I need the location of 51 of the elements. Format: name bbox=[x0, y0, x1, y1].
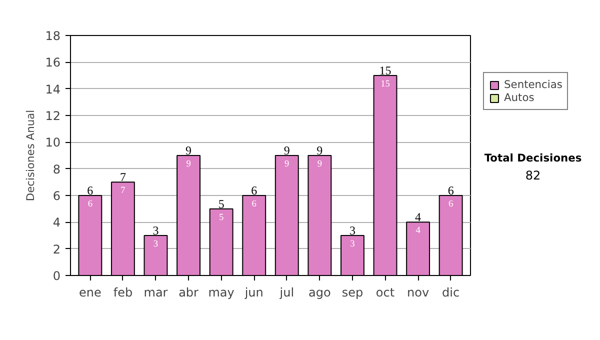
y-tick-label: 12 bbox=[45, 109, 61, 123]
y-axis-title: Decisiones Anual bbox=[24, 110, 38, 202]
total-label: 9 bbox=[316, 144, 323, 158]
text: Total Decisiones bbox=[484, 152, 582, 165]
x-tick-label: jun bbox=[244, 286, 264, 300]
total-label: 6 bbox=[251, 184, 258, 198]
x-tick-label: nov bbox=[407, 286, 430, 300]
x-tick-label: may bbox=[208, 286, 234, 300]
data-label: 3 bbox=[153, 240, 158, 250]
total-label: 5 bbox=[218, 196, 224, 211]
data-label: 9 bbox=[317, 160, 322, 170]
data-label: 4 bbox=[416, 226, 421, 236]
data-label: 9 bbox=[186, 160, 192, 170]
total-label: 9 bbox=[284, 144, 290, 158]
total-label: 6 bbox=[448, 184, 454, 198]
y-tick-label: 6 bbox=[52, 189, 61, 203]
data-label: 5 bbox=[218, 212, 224, 223]
total-label: 3 bbox=[152, 224, 159, 238]
data-label: 6 bbox=[448, 200, 454, 210]
total-label: 3 bbox=[349, 224, 356, 238]
total-label: 4 bbox=[415, 210, 422, 224]
data-label: 6 bbox=[252, 200, 257, 210]
data-label: 6 bbox=[88, 200, 93, 210]
legend-label: Autos bbox=[504, 91, 534, 104]
x-tick-label: sep bbox=[342, 286, 364, 300]
y-tick-label: 4 bbox=[52, 216, 61, 230]
x-tick-label: feb bbox=[113, 286, 133, 300]
y-tick-label: 16 bbox=[45, 56, 61, 70]
y-tick-label: 14 bbox=[45, 82, 61, 96]
y-tick-label: 2 bbox=[52, 242, 61, 256]
legend-label: Sentencias bbox=[504, 78, 562, 91]
x-tick-label: ene bbox=[78, 286, 102, 300]
total-label: 7 bbox=[120, 170, 126, 184]
y-tick-label: 0 bbox=[52, 269, 61, 283]
x-tick-label: abr bbox=[178, 286, 199, 300]
total-label: 15 bbox=[379, 64, 392, 78]
data-label: 9 bbox=[284, 160, 290, 170]
data-label: 15 bbox=[380, 80, 390, 90]
total-label: 6 bbox=[87, 184, 94, 198]
x-tick-label: ago bbox=[308, 286, 331, 300]
data-label: 3 bbox=[350, 240, 356, 250]
y-tick-label: 10 bbox=[45, 136, 61, 150]
data-label: 7 bbox=[120, 186, 126, 196]
y-tick-label: 8 bbox=[52, 162, 61, 176]
x-tick-label: dic bbox=[442, 286, 460, 300]
x-tick-label: oct bbox=[376, 286, 395, 300]
y-tick-label: 18 bbox=[45, 29, 61, 43]
x-tick-label: jul bbox=[278, 286, 294, 300]
text: 82 bbox=[525, 168, 541, 182]
total-label: 9 bbox=[186, 144, 192, 158]
x-tick-label: mar bbox=[144, 286, 168, 300]
